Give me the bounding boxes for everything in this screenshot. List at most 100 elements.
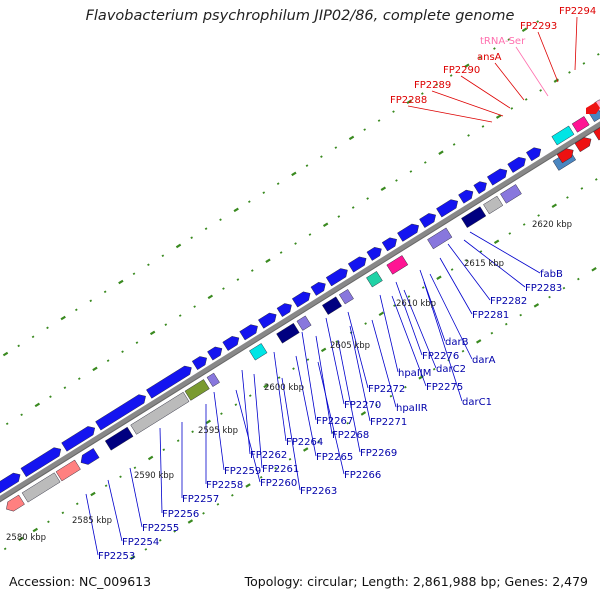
ring-dot bbox=[207, 294, 214, 300]
leader-line bbox=[129, 467, 143, 528]
cds-forward-2 bbox=[61, 426, 96, 452]
leader-line-trna bbox=[515, 46, 549, 97]
scale-label: 2600 kbp bbox=[264, 383, 304, 393]
ring-dot bbox=[5, 422, 9, 426]
cds-forward-8 bbox=[239, 324, 258, 341]
ring-dot bbox=[421, 92, 424, 95]
cds-reverse-16-shape bbox=[461, 206, 487, 228]
ring-dot bbox=[248, 200, 251, 203]
gene-label-ansA: ansA bbox=[477, 52, 502, 63]
ring-dot bbox=[20, 413, 23, 417]
cds-forward-4-shape bbox=[146, 365, 192, 399]
cds-reverse-9 bbox=[276, 323, 300, 344]
ring-dot bbox=[175, 243, 182, 249]
gene-label-FP2255: FP2255 bbox=[142, 523, 179, 534]
gene-label-FP2281: FP2281 bbox=[472, 310, 509, 321]
ring-dot bbox=[476, 339, 482, 344]
ring-dot bbox=[303, 447, 309, 452]
ring-dot bbox=[233, 207, 239, 213]
leader-line bbox=[281, 377, 301, 491]
gene-label-FP2265: FP2265 bbox=[316, 452, 353, 463]
gene-label-FP2256: FP2256 bbox=[162, 509, 199, 520]
cds-reverse-18-shape bbox=[500, 184, 522, 204]
ring-dot bbox=[49, 395, 52, 399]
ring-dot bbox=[61, 511, 65, 515]
ring-dot bbox=[337, 215, 341, 218]
cds-forward-12 bbox=[310, 282, 326, 296]
gene-label-FP2260: FP2260 bbox=[260, 478, 297, 489]
ring-dot bbox=[537, 214, 540, 217]
ring-dot bbox=[464, 63, 470, 69]
cds-reverse-3-shape bbox=[80, 448, 100, 465]
ring-dot bbox=[190, 236, 193, 240]
ring-dot bbox=[435, 83, 439, 86]
gene-label-FP2257: FP2257 bbox=[182, 494, 219, 505]
leader-line bbox=[337, 339, 361, 453]
leader-line bbox=[371, 319, 397, 408]
ring-dot bbox=[250, 269, 254, 272]
ring-dot bbox=[32, 527, 38, 533]
cds-reverse-1 bbox=[21, 472, 61, 503]
cds-forward-16 bbox=[381, 237, 397, 252]
ring-dot bbox=[60, 315, 66, 321]
ring-dot bbox=[274, 466, 277, 470]
scale-label: 2620 kbp bbox=[532, 220, 572, 230]
ring-dot bbox=[308, 233, 312, 236]
cds-forward-1-shape bbox=[20, 447, 62, 478]
ring-dot bbox=[276, 182, 280, 185]
leader-line bbox=[317, 361, 345, 475]
cds-forward-5 bbox=[191, 356, 207, 370]
cds-forward-14-shape bbox=[347, 256, 367, 273]
ring-dot bbox=[248, 394, 252, 397]
label-leader-lines bbox=[85, 16, 578, 556]
dotted-rings bbox=[2, 20, 600, 560]
cds-forward-15-shape bbox=[366, 247, 382, 261]
ring-dot bbox=[449, 74, 453, 77]
gene-label-FP2288: FP2288 bbox=[390, 95, 427, 106]
cds-reverse-5 bbox=[130, 391, 190, 435]
cds-reverse-17 bbox=[483, 195, 504, 215]
gene-label-FP2282: FP2282 bbox=[490, 296, 527, 307]
ring-dot bbox=[580, 187, 584, 190]
ring-dot bbox=[63, 386, 67, 389]
cds-forward-20 bbox=[458, 189, 474, 204]
ring-dot bbox=[423, 161, 427, 164]
feature-track bbox=[0, 99, 600, 512]
ring-dot bbox=[279, 251, 283, 254]
cds-forward-23 bbox=[507, 156, 526, 173]
gene-label-FP2276: FP2276 bbox=[422, 351, 459, 362]
gene-label-FP2269: FP2269 bbox=[360, 448, 397, 459]
leader-line bbox=[347, 311, 369, 389]
cds-forward-18-shape bbox=[419, 213, 436, 228]
leader-line bbox=[273, 351, 287, 442]
ring-dot bbox=[507, 38, 511, 41]
cluster-feature-4-shape bbox=[556, 148, 574, 164]
ring-dot bbox=[519, 313, 523, 317]
cluster-feature-0 bbox=[551, 125, 575, 146]
cds-forward-21 bbox=[473, 181, 487, 195]
cds-reverse-12 bbox=[338, 289, 354, 305]
gene-label-FP2268: FP2268 bbox=[332, 430, 369, 441]
cds-forward-6-shape bbox=[207, 346, 223, 361]
cds-reverse-4-shape bbox=[104, 426, 134, 451]
ring-dot bbox=[2, 351, 9, 357]
gene-label-FP2259: FP2259 bbox=[224, 466, 261, 477]
ring-dot bbox=[490, 331, 494, 335]
cds-reverse-4 bbox=[104, 426, 134, 451]
cluster-feature-0-shape bbox=[551, 125, 575, 146]
ring-dot bbox=[162, 448, 166, 452]
cluster-feature-1-shape bbox=[571, 116, 590, 133]
gene-label-FP2272: FP2272 bbox=[368, 384, 405, 395]
leader-line bbox=[241, 369, 251, 455]
cds-forward-22 bbox=[487, 168, 508, 186]
cds-reverse-14 bbox=[386, 255, 409, 275]
leader-line bbox=[469, 231, 541, 274]
leader-line-red bbox=[537, 31, 559, 83]
cds-forward-13-shape bbox=[325, 268, 348, 287]
gene-label-FP2290: FP2290 bbox=[443, 65, 480, 76]
ring-dot bbox=[147, 263, 150, 267]
ring-dot bbox=[288, 457, 292, 461]
ring-dot bbox=[135, 341, 139, 344]
ring-dot bbox=[335, 340, 339, 343]
gene-label-fabB: fabB bbox=[540, 269, 563, 280]
